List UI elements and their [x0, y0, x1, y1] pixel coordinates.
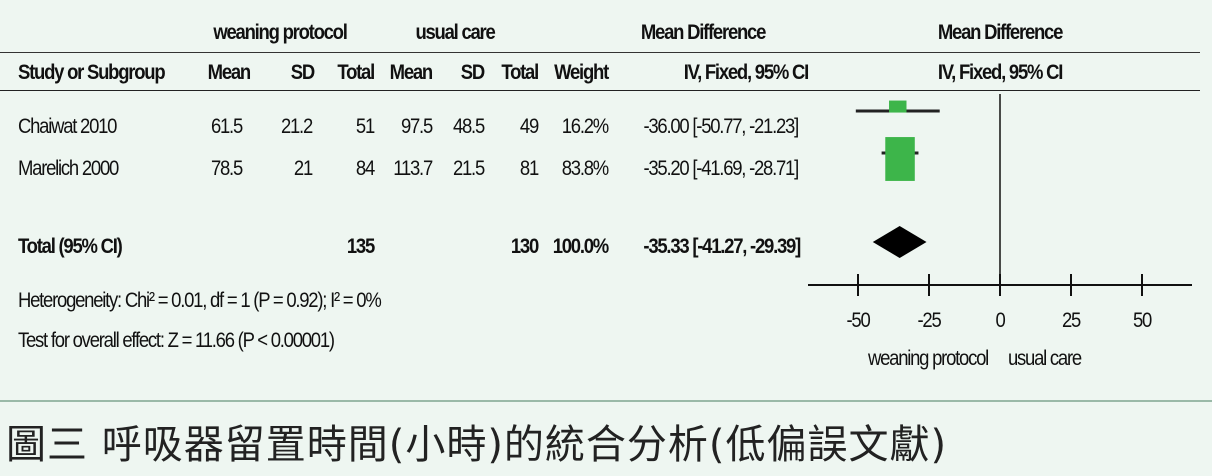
study-total1: 84: [355, 157, 375, 180]
study-total1: 51: [355, 115, 375, 138]
axis-tick-label: 0: [995, 309, 1005, 332]
forest-plot-panel: weaning protocol usual care Mean Differe…: [0, 21, 1200, 370]
group1-header: weaning protocol: [213, 21, 347, 44]
study-sd1: 21: [293, 157, 313, 180]
col-weight: Weight: [554, 61, 609, 84]
heterogeneity-text: Heterogeneity: Chi² = 0.01, df = 1 (P = …: [18, 289, 382, 312]
study-weight: 83.8%: [561, 157, 609, 180]
total-label: Total (95% CI): [18, 235, 123, 258]
study-weight-marker: [885, 137, 915, 181]
col-method: IV, Fixed, 95% CI: [683, 61, 809, 84]
total-total1: 135: [346, 235, 375, 258]
axis-tick-label: 25: [1061, 309, 1081, 332]
study-ci: -36.00 [-50.77, -21.23]: [643, 115, 799, 138]
total-total2: 130: [510, 235, 539, 258]
study-sd1: 21.2: [280, 115, 313, 138]
study-mean1: 78.5: [210, 157, 243, 180]
col-mean1: Mean: [207, 61, 252, 84]
study-sd2: 48.5: [452, 115, 485, 138]
axis-tick-label: -50: [846, 309, 870, 332]
col-study: Study or Subgroup: [18, 61, 166, 84]
header-divider: [0, 52, 1200, 53]
study-total2: 81: [519, 157, 539, 180]
axis-tick-label: 50: [1132, 309, 1152, 332]
forest-plot: [808, 94, 1192, 296]
study-sd2: 21.5: [452, 157, 485, 180]
study-total2: 49: [519, 115, 539, 138]
study-name: Marelich 2000: [18, 157, 119, 180]
study-weight: 16.2%: [561, 115, 609, 138]
total-ci: -35.33 [-41.27, -29.39]: [643, 235, 801, 258]
md-plot-header: Mean Difference: [937, 21, 1064, 44]
md-header: Mean Difference: [640, 21, 767, 44]
study-ci: -35.20 [-41.69, -28.71]: [643, 157, 799, 180]
column-header-divider: [0, 90, 1200, 91]
axis-right-label: usual care: [1008, 347, 1082, 370]
group2-header: usual care: [415, 21, 495, 44]
study-mean2: 113.7: [393, 157, 433, 180]
study-name: Chaiwat 2010: [18, 115, 117, 138]
pooled-diamond: [872, 226, 927, 258]
overall-effect-text: Test for overall effect: Z = 11.66 (P < …: [18, 329, 335, 352]
col-mean2: Mean: [389, 61, 434, 84]
col-method-plot: IV, Fixed, 95% CI: [937, 61, 1063, 84]
col-sd1: SD: [290, 61, 315, 84]
axis-left-label: weaning protocol: [867, 347, 989, 370]
figure-caption: 圖三 呼吸器留置時間(小時)的統合分析(低偏誤文獻): [6, 422, 948, 468]
study-weight-marker: [889, 100, 907, 113]
col-total2: Total: [501, 61, 539, 84]
caption-bar: [0, 400, 1212, 476]
axis-tick-label: -25: [917, 309, 941, 332]
col-sd2: SD: [460, 61, 485, 84]
study-mean1: 61.5: [210, 115, 243, 138]
total-weight: 100.0%: [552, 235, 610, 258]
col-total1: Total: [337, 61, 375, 84]
study-mean2: 97.5: [400, 115, 433, 138]
